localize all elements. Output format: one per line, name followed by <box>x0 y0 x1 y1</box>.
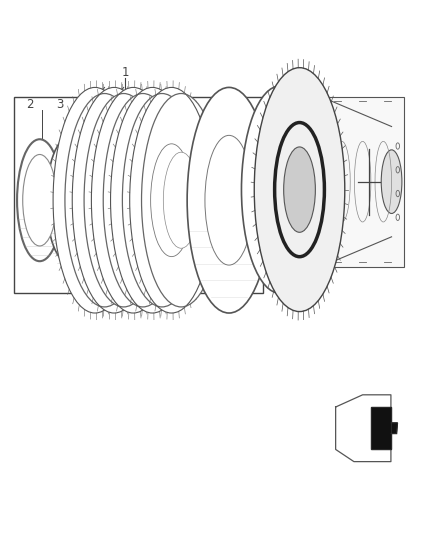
Ellipse shape <box>125 152 161 248</box>
Ellipse shape <box>87 152 122 248</box>
Text: 4: 4 <box>82 98 90 111</box>
Ellipse shape <box>163 152 199 248</box>
Ellipse shape <box>17 139 62 261</box>
Ellipse shape <box>241 86 318 293</box>
Ellipse shape <box>205 135 253 265</box>
Ellipse shape <box>106 152 141 248</box>
Ellipse shape <box>61 176 79 224</box>
Text: 7: 7 <box>268 101 275 114</box>
Ellipse shape <box>151 144 192 256</box>
Ellipse shape <box>46 136 94 264</box>
Polygon shape <box>371 407 391 449</box>
Ellipse shape <box>53 87 137 313</box>
Ellipse shape <box>122 93 201 307</box>
Text: 3: 3 <box>57 98 64 111</box>
Bar <box>14 97 262 293</box>
Ellipse shape <box>92 87 175 313</box>
Ellipse shape <box>23 155 57 246</box>
Ellipse shape <box>93 144 135 256</box>
Bar <box>321 97 404 266</box>
Ellipse shape <box>110 87 194 313</box>
Ellipse shape <box>131 144 173 256</box>
Ellipse shape <box>72 87 156 313</box>
Ellipse shape <box>130 87 213 313</box>
Polygon shape <box>391 423 397 433</box>
Ellipse shape <box>284 147 315 232</box>
Ellipse shape <box>141 93 221 307</box>
Ellipse shape <box>74 144 116 256</box>
Ellipse shape <box>312 139 331 224</box>
Ellipse shape <box>112 144 154 256</box>
Ellipse shape <box>187 87 271 313</box>
Text: 5: 5 <box>100 98 107 111</box>
Ellipse shape <box>144 152 180 248</box>
Text: 6: 6 <box>228 98 236 111</box>
Ellipse shape <box>381 150 402 214</box>
Ellipse shape <box>254 68 345 312</box>
Ellipse shape <box>56 160 85 240</box>
Text: 2: 2 <box>26 98 33 111</box>
Text: 1: 1 <box>122 67 129 79</box>
Ellipse shape <box>84 93 163 307</box>
Ellipse shape <box>103 93 183 307</box>
Ellipse shape <box>65 93 144 307</box>
Text: 8: 8 <box>268 241 275 254</box>
Ellipse shape <box>259 133 301 247</box>
